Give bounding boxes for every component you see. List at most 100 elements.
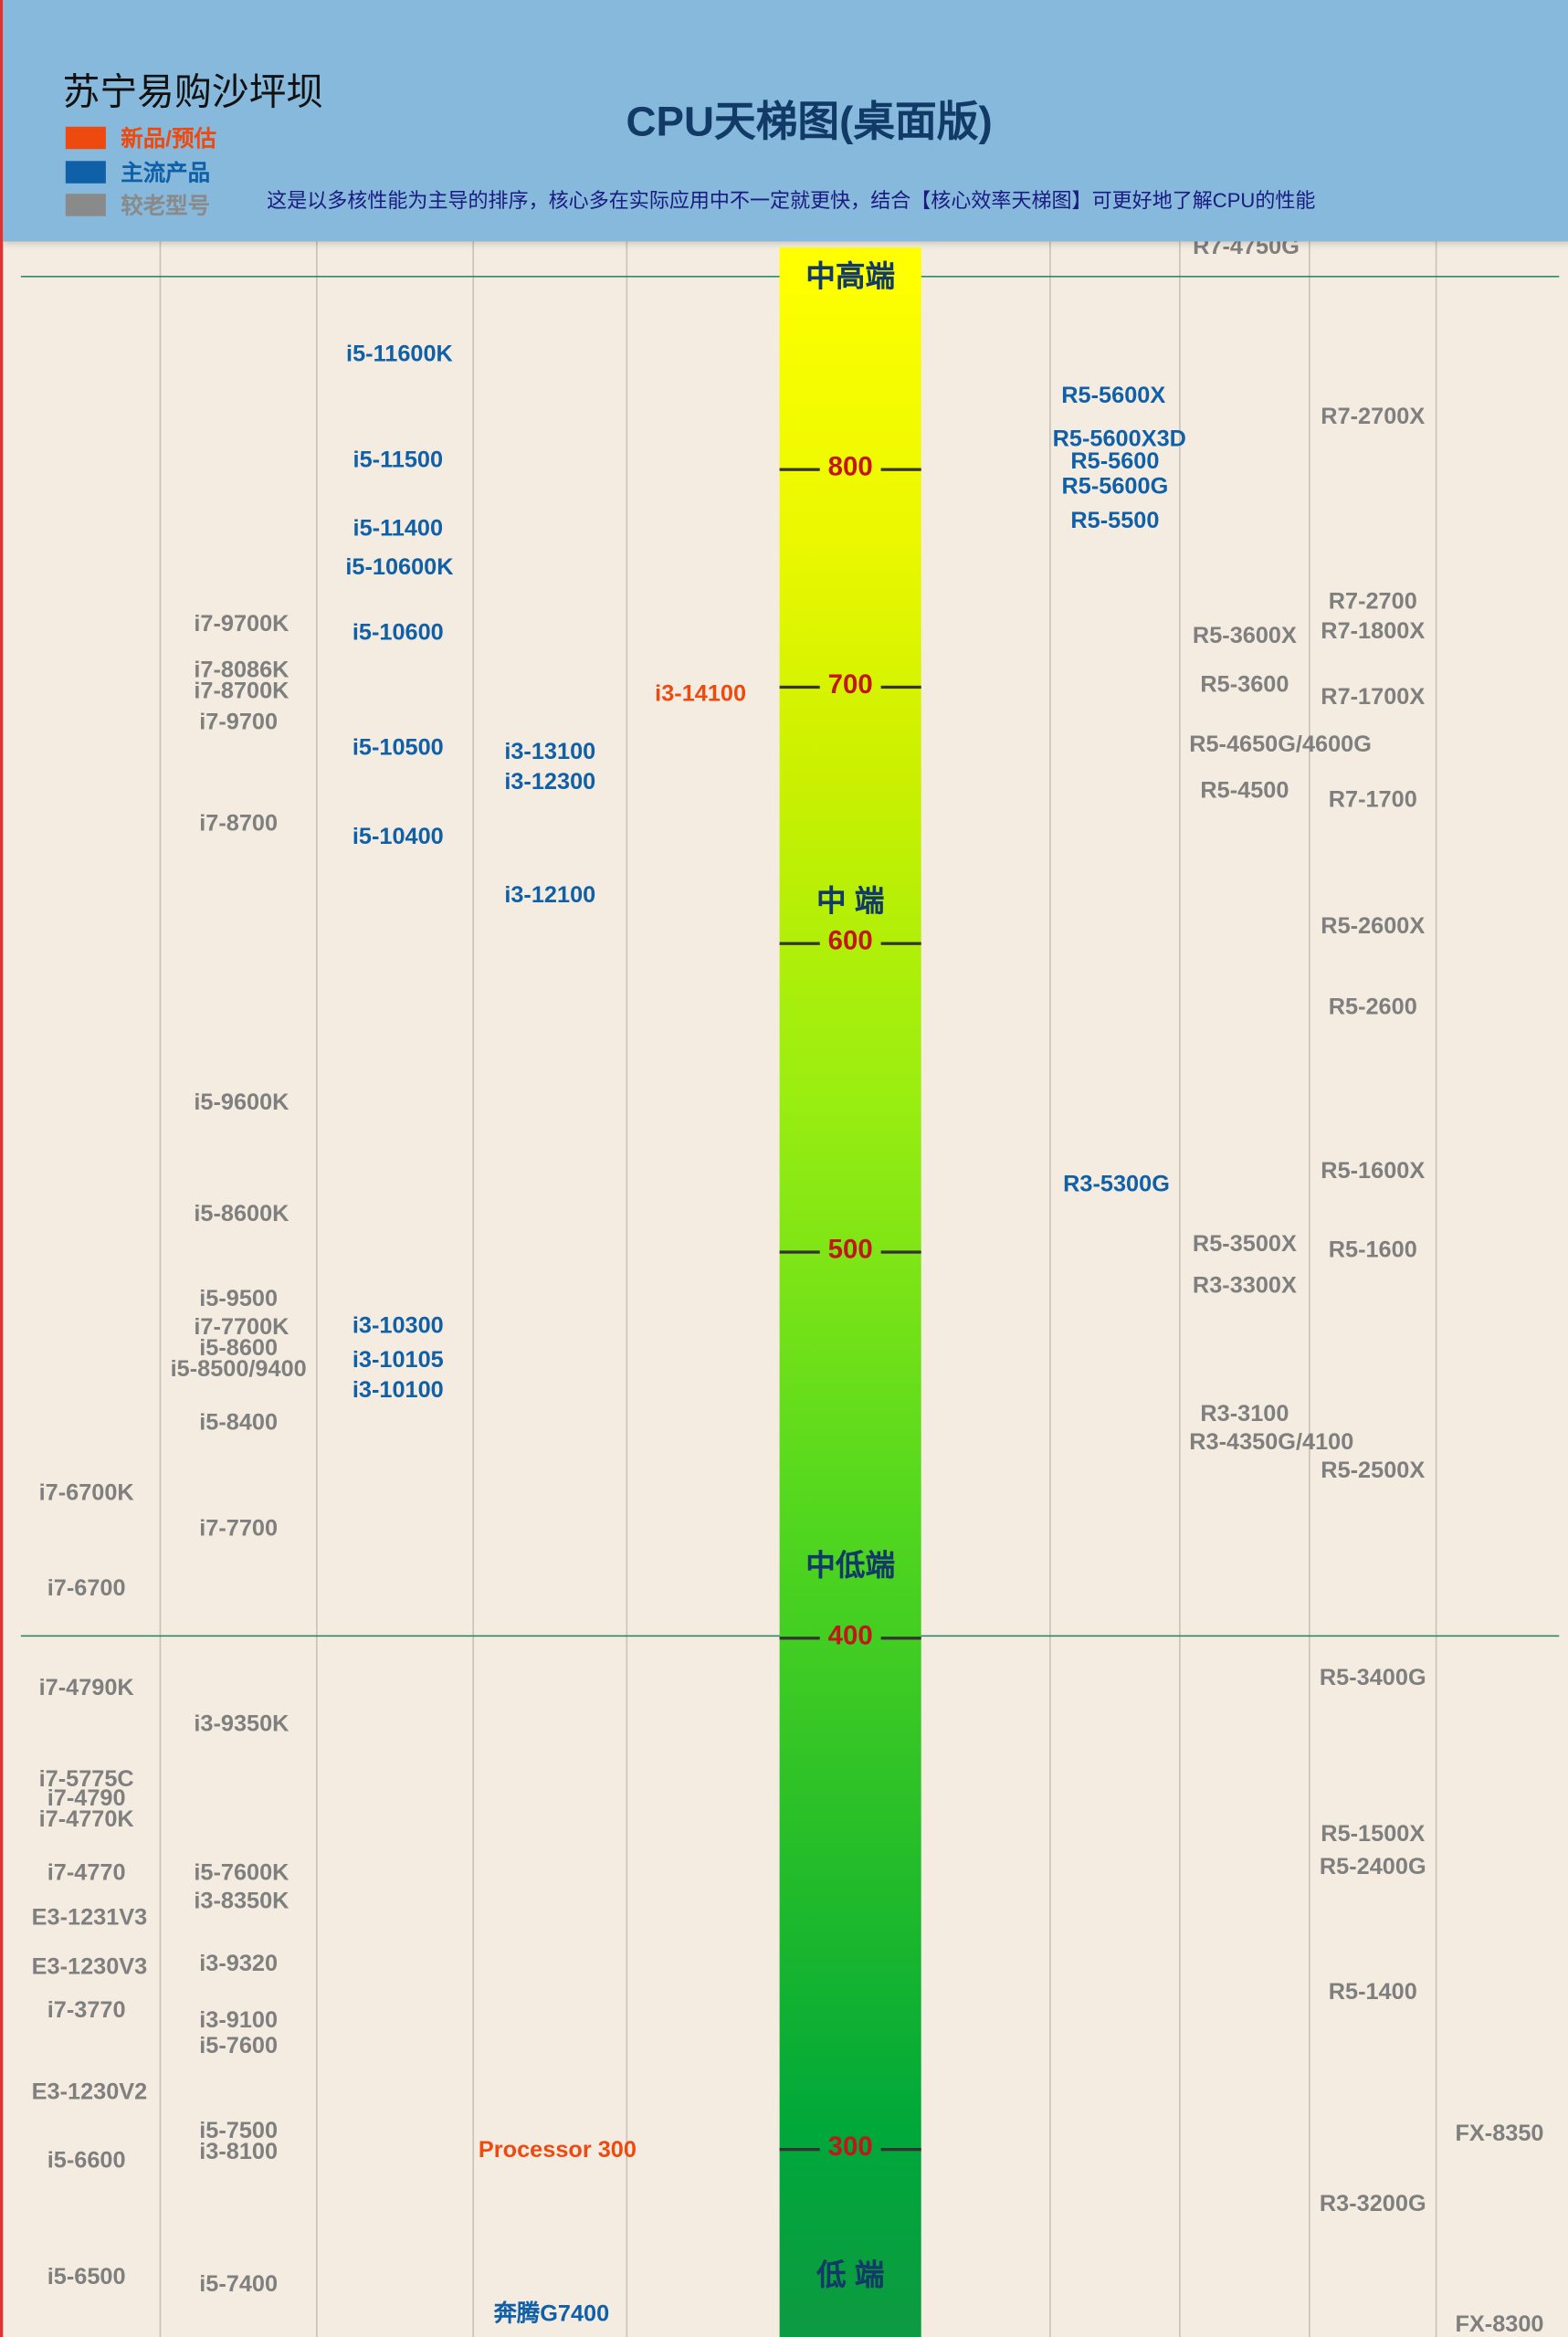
page-title: CPU天梯图(桌面版) bbox=[626, 98, 993, 145]
legend-label: 新品/预估 bbox=[121, 126, 216, 153]
cpu-label: i7-4770K bbox=[38, 1806, 134, 1833]
cpu-label: R5-4650G/4600G bbox=[1189, 732, 1372, 758]
cpu-label: i5-10600 bbox=[352, 620, 444, 647]
cpu-label: i7-4770 bbox=[47, 1860, 126, 1887]
column-divider bbox=[1049, 241, 1051, 2337]
cpu-label: R5-3600X bbox=[1192, 623, 1297, 649]
tier-label-low: 低 端 bbox=[816, 2259, 885, 2293]
cpu-label: i5-6500 bbox=[47, 2264, 126, 2290]
cpu-label: i5-7500 bbox=[199, 2118, 279, 2144]
cpu-label: i5-7600K bbox=[194, 1860, 289, 1887]
tick-label: 600 bbox=[827, 925, 873, 956]
tier-label-high-mid: 中高端 bbox=[779, 251, 921, 296]
cpu-label: i5-9500 bbox=[199, 1286, 279, 1312]
cpu-label: FX-8350 bbox=[1455, 2121, 1544, 2147]
cpu-label: R5-5600 bbox=[1070, 448, 1160, 475]
cpu-label: R5-5600X bbox=[1061, 383, 1166, 409]
cpu-label: R5-3400G bbox=[1319, 1665, 1426, 1691]
cpu-label: i3-8100 bbox=[199, 2139, 279, 2165]
cpu-label: i7-7700 bbox=[199, 1516, 279, 1542]
header: 苏宁易购沙坪坝 CPU天梯图(桌面版) 新品/预估 主流产品 较老型号 这是以多… bbox=[3, 0, 1568, 242]
cpu-label: i5-10500 bbox=[352, 735, 444, 761]
cpu-label: R7-1800X bbox=[1321, 618, 1426, 645]
cpu-label: R5-2500X bbox=[1321, 1458, 1426, 1484]
cpu-label: E3-1230V2 bbox=[31, 2079, 148, 2106]
cpu-label: R3-3300X bbox=[1192, 1273, 1297, 1300]
cpu-label: i5-6600 bbox=[47, 2148, 126, 2174]
cpu-label: i5-8600 bbox=[199, 1335, 279, 1362]
cpu-label: i7-8700K bbox=[194, 679, 289, 704]
cpu-label: i5-11600K bbox=[346, 342, 453, 367]
cpu-label: i5-7400 bbox=[199, 2271, 279, 2298]
cpu-label: i7-5775C bbox=[38, 1766, 134, 1793]
cpu-label: i5-9600K bbox=[194, 1090, 289, 1116]
cpu-label: FX-8300 bbox=[1455, 2311, 1544, 2337]
cpu-label: R5-5600X3D bbox=[1052, 426, 1186, 452]
cpu-label: R7-1700X bbox=[1321, 684, 1426, 711]
legend-mainstream: 主流产品 bbox=[65, 156, 211, 187]
cpu-label: i5-10400 bbox=[352, 825, 444, 850]
tier-label-low-mid: 中低端 bbox=[805, 1550, 896, 1584]
cpu-label: i3-10105 bbox=[352, 1347, 444, 1374]
cpu-label: R5-5600G bbox=[1061, 474, 1169, 500]
cpu-label: i7-8086K bbox=[194, 658, 289, 683]
legend-swatch bbox=[65, 194, 106, 216]
tick-label: 300 bbox=[827, 2132, 873, 2162]
cpu-label: i3-9320 bbox=[199, 1951, 279, 1977]
column-divider bbox=[1309, 241, 1310, 2337]
cpu-label: i3-9100 bbox=[199, 2007, 279, 2034]
cpu-label: R5-3600 bbox=[1200, 672, 1289, 699]
tick-label: 800 bbox=[827, 451, 873, 482]
cpu-label: 奔腾G7400 bbox=[493, 2301, 610, 2328]
cpu-label: R5-1400 bbox=[1328, 1979, 1417, 2005]
column-divider bbox=[626, 241, 628, 2337]
cpu-label: i7-9700 bbox=[199, 710, 279, 736]
cpu-label: R3-4350G/4100 bbox=[1189, 1429, 1354, 1456]
cpu-label: R5-1600X bbox=[1321, 1158, 1426, 1184]
cpu-label: i7-8700 bbox=[199, 811, 279, 837]
cpu-label: R5-5500 bbox=[1070, 508, 1160, 534]
store-name: 苏宁易购沙坪坝 bbox=[62, 71, 324, 114]
legend-label: 较老型号 bbox=[121, 194, 211, 219]
cpu-label: i5-7600 bbox=[199, 2033, 279, 2059]
tick-label: 400 bbox=[827, 1620, 873, 1650]
cpu-label: i3-8350K bbox=[194, 1889, 289, 1915]
cpu-label: i7-3770 bbox=[47, 1997, 126, 2024]
cpu-label: i7-4790 bbox=[47, 1785, 126, 1812]
legend-old: 较老型号 bbox=[65, 189, 211, 220]
column-divider bbox=[1435, 241, 1437, 2337]
cpu-label: i3-12100 bbox=[504, 882, 596, 909]
cpu-label: i7-6700K bbox=[38, 1480, 134, 1506]
cpu-label: Processor 300 bbox=[478, 2137, 637, 2163]
cpu-label: i5-11400 bbox=[353, 516, 444, 542]
cpu-label: i3-10300 bbox=[352, 1313, 444, 1340]
cpu-label: i7-7700K bbox=[194, 1315, 289, 1341]
cpu-label: R5-3500X bbox=[1192, 1231, 1297, 1258]
legend-swatch bbox=[65, 126, 106, 150]
column-divider bbox=[472, 241, 475, 2337]
cpu-label: R3-5300G bbox=[1063, 1172, 1170, 1198]
cpu-label: E3-1230V3 bbox=[31, 1954, 148, 1980]
cpu-label: R5-2400G bbox=[1319, 1854, 1426, 1880]
cpu-label: i5-8500/9400 bbox=[170, 1356, 307, 1383]
cpu-label: i3-9350K bbox=[194, 1711, 289, 1737]
cpu-label: R3-3100 bbox=[1200, 1401, 1289, 1427]
tick-label: 500 bbox=[827, 1234, 873, 1265]
cpu-label: R5-2600 bbox=[1328, 995, 1417, 1020]
legend-new: 新品/预估 bbox=[65, 122, 216, 153]
cpu-label: R5-1600 bbox=[1328, 1237, 1417, 1263]
cpu-label: i3-14100 bbox=[655, 681, 747, 708]
cpu-label: i3-13100 bbox=[504, 739, 596, 765]
cpu-label: i3-10100 bbox=[352, 1377, 444, 1404]
performance-gradient-bar bbox=[779, 247, 921, 2337]
tick-label: 700 bbox=[827, 668, 873, 700]
cpu-label: i5-11500 bbox=[353, 447, 444, 473]
cpu-label: R5-1500X bbox=[1321, 1821, 1426, 1847]
cpu-label: i3-12300 bbox=[504, 769, 596, 795]
cpu-label: i5-8400 bbox=[199, 1410, 279, 1437]
cpu-label: R5-4500 bbox=[1200, 778, 1289, 805]
cpu-label: i5-10600K bbox=[345, 554, 454, 581]
cpu-label: R3-3200G bbox=[1319, 2191, 1426, 2217]
legend-label: 主流产品 bbox=[121, 161, 211, 187]
